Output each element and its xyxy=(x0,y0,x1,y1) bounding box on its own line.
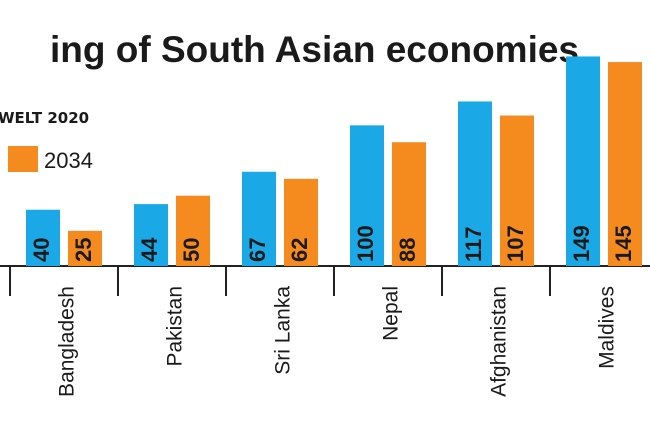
data-label: 149 xyxy=(569,225,594,262)
chart-title: ing of South Asian economies xyxy=(50,29,579,70)
data-label: 145 xyxy=(611,225,636,262)
category-label: Pakistan xyxy=(164,286,187,367)
bar xyxy=(392,142,426,266)
bar xyxy=(26,209,60,266)
data-label: 100 xyxy=(353,225,378,262)
category-label: Afghanistan xyxy=(488,286,511,397)
category-label: Sri Lanka xyxy=(272,286,295,375)
data-label: 88 xyxy=(395,238,420,262)
bar xyxy=(500,115,534,266)
bar xyxy=(242,171,276,266)
bar xyxy=(134,204,168,266)
legend-label-2034: 2034 xyxy=(44,148,93,173)
bar xyxy=(608,62,642,267)
data-label: 40 xyxy=(29,238,54,262)
data-label: 44 xyxy=(137,237,162,262)
bar xyxy=(458,101,492,266)
data-label: 107 xyxy=(503,225,528,262)
category-label: Bangladesh xyxy=(56,286,79,397)
data-label: 50 xyxy=(179,238,204,262)
bar xyxy=(176,195,210,266)
data-label: 67 xyxy=(245,238,270,262)
bar xyxy=(350,125,384,267)
legend-source: WELT 2020 xyxy=(0,109,89,127)
legend-swatch-2034 xyxy=(8,146,38,172)
category-label: Maldives xyxy=(596,286,619,369)
bar xyxy=(284,178,318,266)
bar xyxy=(68,230,102,266)
data-label: 117 xyxy=(461,227,486,263)
data-label: 62 xyxy=(287,238,312,262)
data-label: 25 xyxy=(71,238,96,262)
category-label: Nepal xyxy=(380,286,403,341)
bar xyxy=(566,56,600,267)
plot-area: 40 25 Bangladesh 44 50 Pakistan 67 62 Sri Lanka 1… xyxy=(0,56,650,397)
